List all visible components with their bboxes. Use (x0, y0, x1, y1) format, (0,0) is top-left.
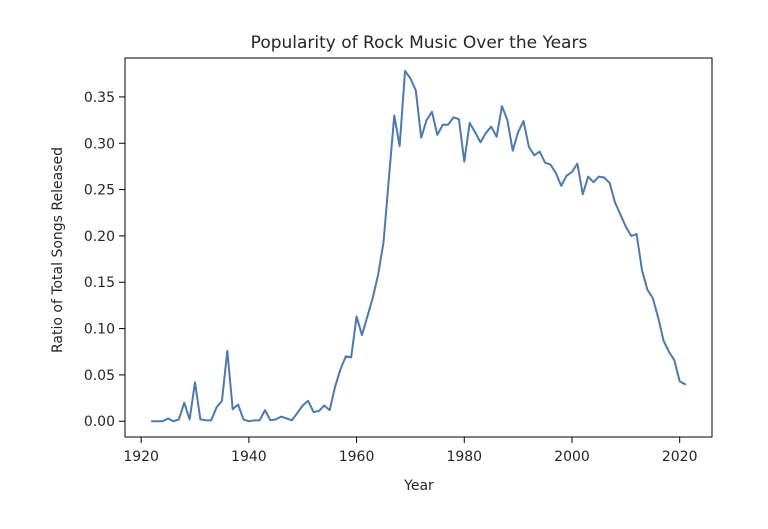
x-axis-label: Year (403, 478, 434, 494)
y-axis: 0.00 0.05 0.10 0.15 0.20 0.25 0.30 0.35 (84, 90, 125, 430)
x-axis: 1920 1940 1960 1980 2000 2020 (123, 437, 698, 465)
y-tick-label: 0.25 (84, 183, 115, 199)
plot-frame (124, 57, 713, 438)
y-tick-label: 0.05 (84, 368, 115, 384)
x-tick-label: 1980 (446, 449, 482, 465)
x-tick-label: 1940 (231, 449, 267, 465)
y-tick-label: 0.10 (84, 322, 115, 338)
x-tick-label: 2000 (554, 449, 590, 465)
y-tick-label: 0.20 (84, 229, 115, 245)
y-tick-label: 0.00 (84, 414, 115, 430)
x-tick-label: 1960 (339, 449, 375, 465)
data-layer (150, 69, 687, 423)
x-tick-label: 2020 (662, 449, 698, 465)
chart-title: Popularity of Rock Music Over the Years (251, 33, 588, 53)
x-tick-label: 1920 (123, 449, 159, 465)
y-tick-label: 0.30 (84, 136, 115, 152)
y-axis-label: Ratio of Total Songs Released (50, 147, 66, 353)
y-tick-label: 0.35 (84, 90, 115, 106)
y-tick-label: 0.15 (84, 275, 115, 291)
series-line (150, 69, 687, 423)
